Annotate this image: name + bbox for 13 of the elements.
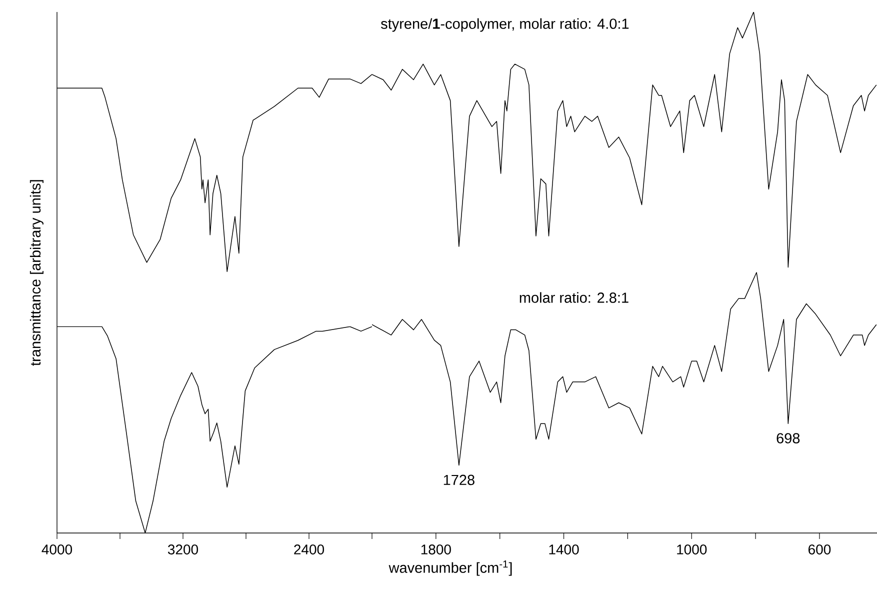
annotation: styrene/1-copolymer, molar ratio: 4.0:1 [380, 18, 629, 32]
x-tick-label: 600 [808, 544, 831, 554]
x-tick-label: 2400 [294, 544, 324, 554]
annotation: 698 [776, 433, 800, 444]
annotation: 1728 [444, 474, 474, 486]
x-axis-title: wavenumber [cm$^{-1}$] [388, 560, 512, 576]
y-axis-title: transmittance [arbitrary units] [30, 180, 44, 366]
x-tick-label: 3200 [168, 544, 198, 554]
annotation: molar ratio: 2.8:1 [520, 292, 628, 303]
x-tick-label: 1400 [549, 544, 579, 554]
x-tick-label: 1800 [421, 544, 451, 554]
x-tick-label: 4000 [42, 544, 72, 554]
x-tick-label: 1000 [677, 544, 707, 554]
